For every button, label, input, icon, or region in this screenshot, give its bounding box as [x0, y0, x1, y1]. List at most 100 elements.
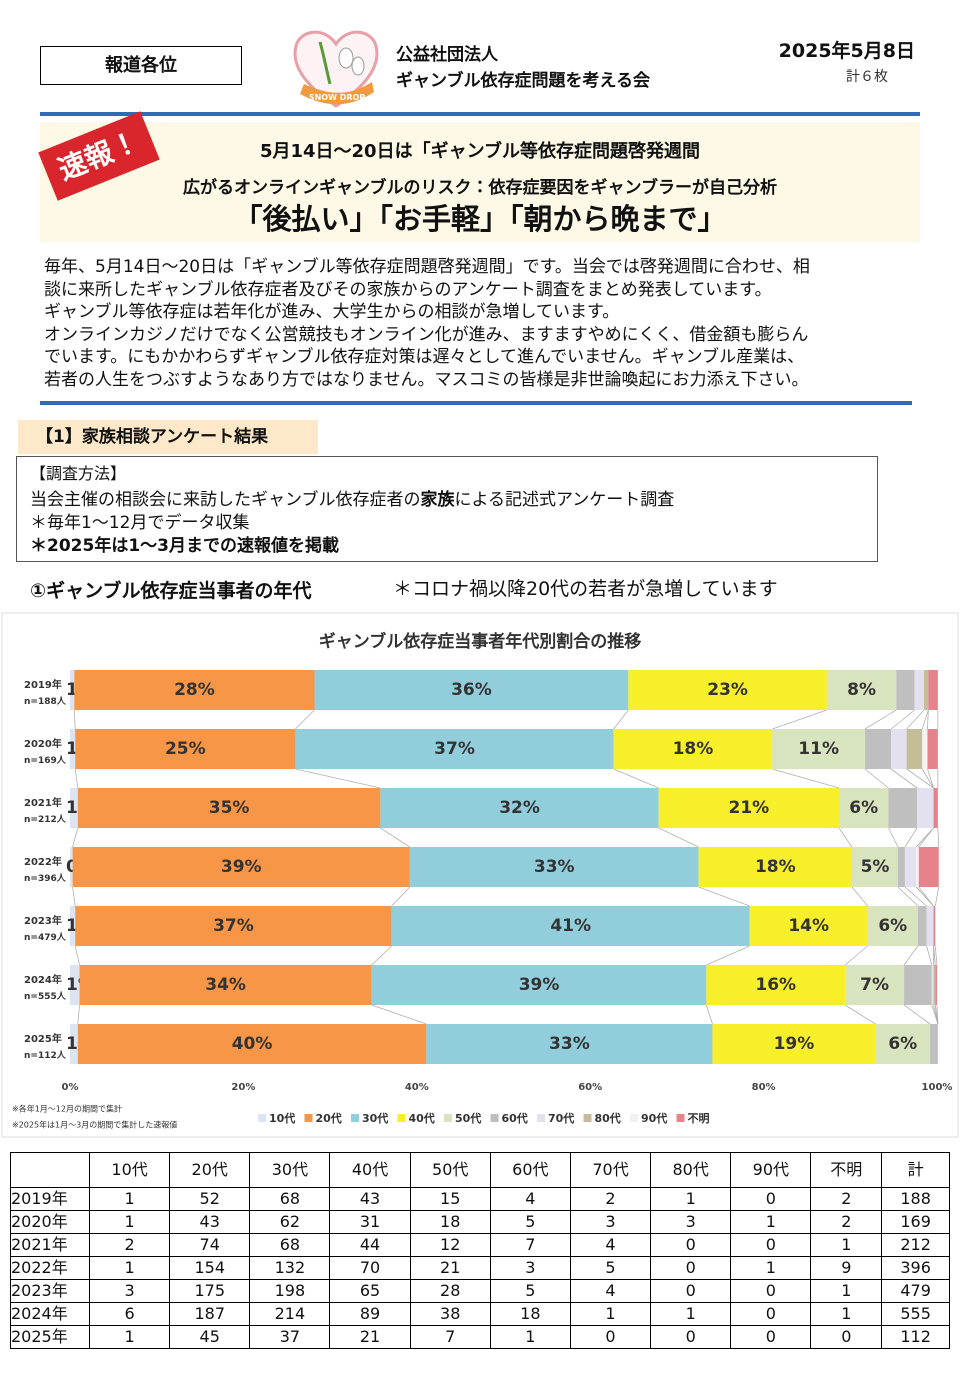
- connector: [851, 886, 868, 907]
- bar-segment: [875, 1024, 931, 1064]
- section-title: 【1】家族相談アンケート結果: [18, 420, 318, 454]
- connector: [903, 945, 919, 966]
- table-cell: 7: [409, 1325, 491, 1349]
- method-part: による記述式アンケート調査: [454, 490, 675, 510]
- connector: [927, 709, 929, 730]
- table-cell: 74: [169, 1233, 251, 1257]
- legend-swatch: [397, 1114, 406, 1122]
- table-cell: 3: [650, 1210, 732, 1234]
- table-cell: 5: [569, 1256, 652, 1280]
- table-cell: 3: [88, 1279, 171, 1303]
- value-label: 18%: [673, 739, 714, 759]
- sample-size: n=396人: [24, 873, 67, 884]
- value-label: 5%: [861, 857, 890, 877]
- table-cell: 479: [881, 1279, 950, 1303]
- bar-segment: [865, 729, 892, 769]
- column-header: 10代: [88, 1152, 171, 1188]
- value-label: 33%: [549, 1034, 590, 1054]
- connector: [890, 768, 918, 789]
- table-row: 2025年 1 45 37 21 7 1 0 0 0 0 112: [10, 1325, 950, 1349]
- bar-segment: [867, 906, 918, 946]
- table-cell: 0: [650, 1233, 732, 1257]
- table-cell: 21: [409, 1256, 491, 1280]
- section-title-text: 【1】家族相談アンケート結果: [36, 427, 269, 447]
- table-cell: 1: [489, 1325, 571, 1349]
- date: 2025年5月8日: [778, 40, 915, 62]
- bar-segment: [391, 906, 750, 946]
- y-label: 2023年: [24, 914, 62, 927]
- connector: [844, 945, 868, 966]
- connector: [838, 827, 853, 848]
- y-label: 2022年: [24, 855, 62, 868]
- value-label: 18%: [755, 857, 796, 877]
- bar-segment: [930, 1024, 938, 1064]
- table-cell: 68: [249, 1187, 331, 1211]
- table-cell: 37: [249, 1325, 331, 1349]
- x-tick-label: 20%: [231, 1082, 255, 1093]
- bar-segment: [72, 847, 410, 887]
- legend-label: 30代: [362, 1111, 388, 1125]
- table-cell: 175: [169, 1279, 251, 1303]
- table-cell: 154: [169, 1256, 251, 1280]
- legend-swatch: [258, 1114, 266, 1122]
- x-tick-label: 60%: [578, 1082, 602, 1093]
- value-label: 11%: [798, 739, 839, 759]
- table-row: 2020年 1 43 62 31 18 5 3 3 1 2 169: [10, 1210, 950, 1234]
- column-header: 30代: [249, 1152, 331, 1188]
- row-label: 2020年: [10, 1210, 90, 1234]
- y-label: 2020年: [24, 737, 62, 750]
- bar-segment: [916, 847, 919, 887]
- row-label: 2021年: [10, 1233, 90, 1257]
- table-cell: 1: [730, 1256, 812, 1280]
- bar-segment: [933, 965, 936, 1005]
- bar-segment: [914, 670, 924, 710]
- table-cell: 65: [329, 1279, 411, 1303]
- table-cell: 6: [88, 1302, 171, 1326]
- x-tick-label: 80%: [752, 1082, 776, 1093]
- table-cell: 62: [249, 1210, 331, 1234]
- bar-segment: [922, 729, 928, 769]
- chart: ギャンブル依存症当事者年代別割合の推移 0% 20% 40% 60% 80% 100% 20…: [1, 612, 959, 1138]
- connector: [613, 768, 659, 789]
- table-cell: 2: [88, 1233, 171, 1257]
- table-cell: 0: [810, 1325, 883, 1349]
- legend-swatch: [351, 1114, 359, 1122]
- bar-segment: [896, 670, 915, 710]
- table-cell: 89: [329, 1302, 411, 1326]
- value-label: 37%: [213, 916, 254, 936]
- bar-segment: [628, 670, 827, 710]
- bar-segment: [77, 1024, 427, 1064]
- table-cell: 396: [881, 1256, 950, 1280]
- connector: [888, 827, 899, 848]
- headline-2: 広がるオンラインギャンブルのリスク：依存症要因をギャンブラーが自己分析: [183, 178, 777, 198]
- legend-swatch: [676, 1114, 685, 1122]
- connector: [904, 886, 927, 907]
- value-label: 35%: [209, 798, 250, 818]
- value-label: 37%: [434, 739, 475, 759]
- intro-line: ギャンブル等依存症は若年化が進み、大学生からの相談が急増しています。: [44, 302, 620, 323]
- row-label: 2019年: [10, 1187, 90, 1211]
- table-cell: 1: [88, 1210, 171, 1234]
- value-label: 28%: [174, 680, 215, 700]
- connector: [927, 768, 934, 789]
- legend-swatch: [444, 1114, 452, 1122]
- value-label: 33%: [534, 857, 575, 877]
- table-header: 10代 20代 30代 40代 50代 60代 70代 80代 90代 不明計: [10, 1152, 950, 1188]
- bar-segment: [613, 729, 773, 769]
- connector: [934, 945, 938, 966]
- legend-swatch: [490, 1114, 499, 1122]
- table-cell: 52: [169, 1187, 251, 1211]
- sample-size: n=188人: [24, 696, 67, 707]
- table-row: 2024年 6 187 214 89 38 18 1 1 0 1 555: [10, 1302, 950, 1326]
- page-count: 計６枚: [846, 69, 888, 85]
- headline-1: 5月14日～20日は「ギャンブル等依存症問題啓発週間: [259, 141, 701, 162]
- value-label: 7%: [860, 975, 889, 995]
- intro-line: 談に来所したギャンブル依存症者及びその家族からのアンケート調査をまとめ発表してい…: [44, 279, 772, 300]
- connector: [295, 768, 381, 789]
- bar-segment: [70, 906, 76, 946]
- bar-segment: [888, 788, 918, 828]
- method-part: 家族: [420, 490, 455, 510]
- column-header: 不明: [810, 1152, 883, 1188]
- table-cell: 555: [881, 1302, 950, 1326]
- connector: [926, 945, 933, 966]
